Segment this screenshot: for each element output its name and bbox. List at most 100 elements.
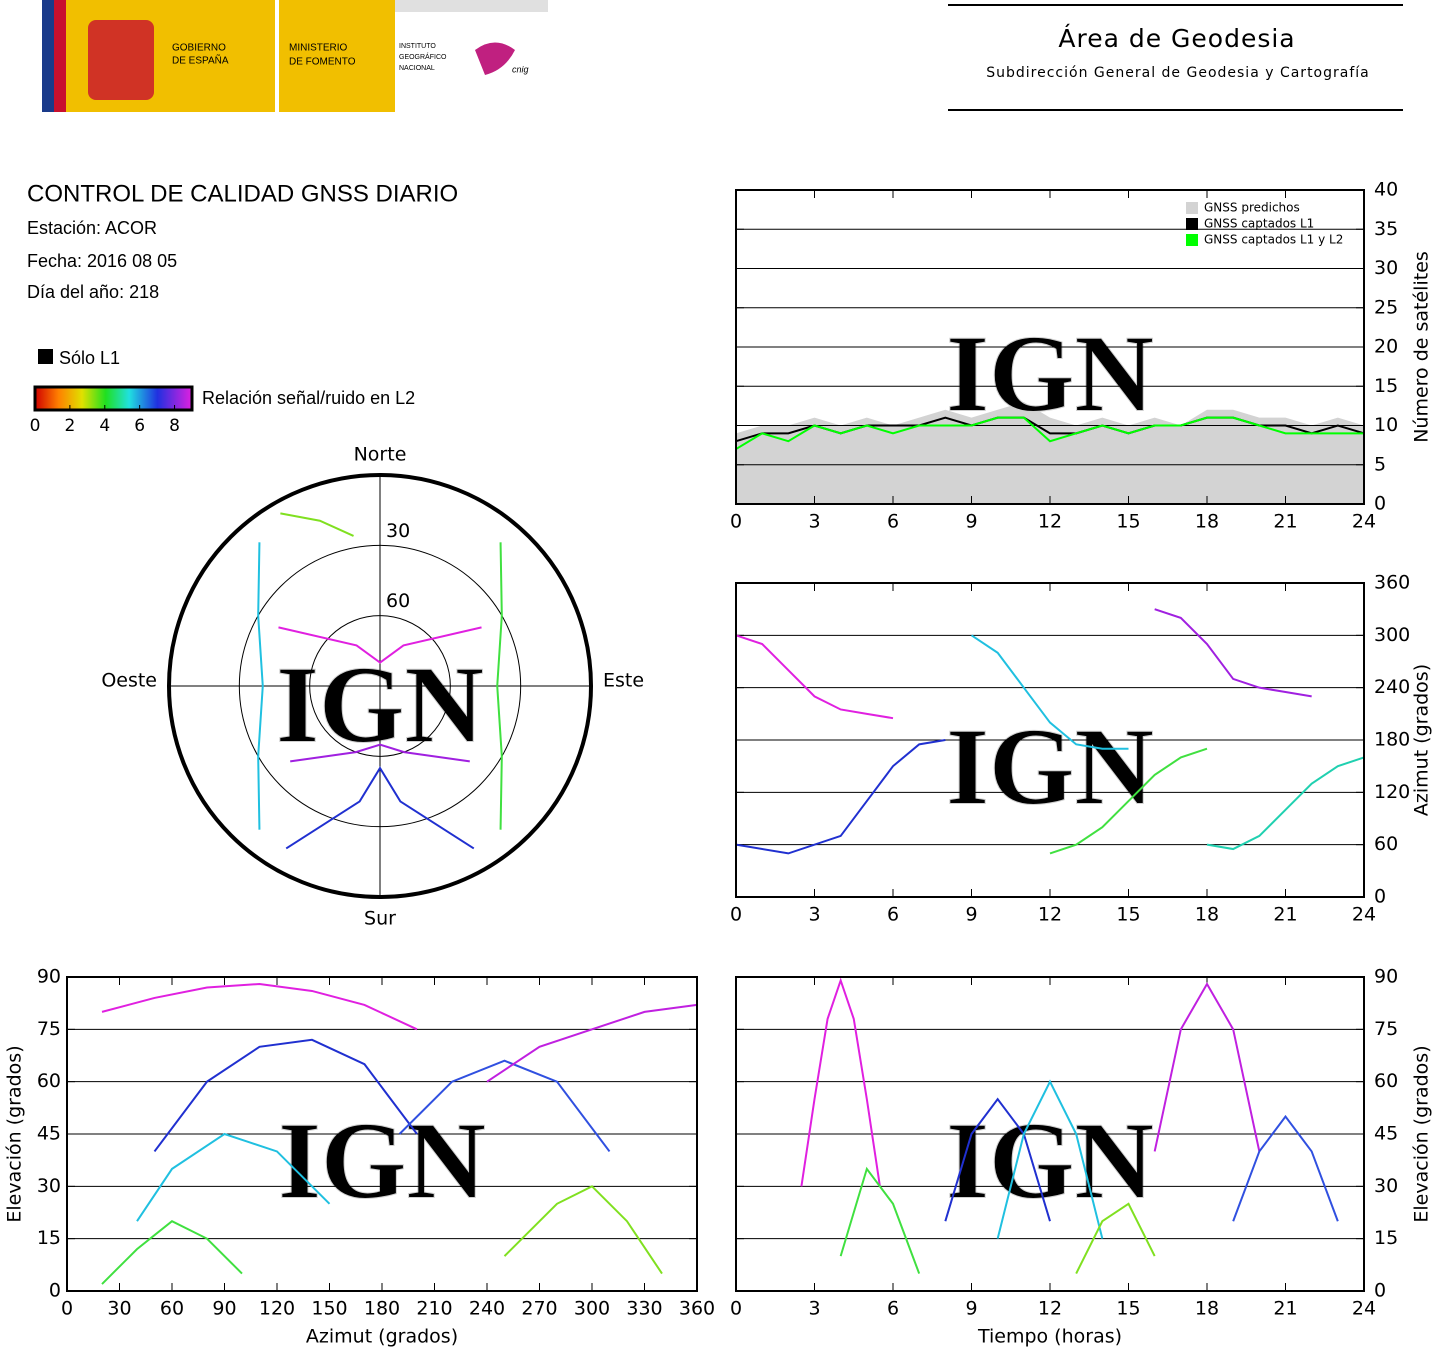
sky-track (280, 512, 354, 537)
x-tick-label: 6 (887, 1298, 899, 1320)
y-tick-label: 35 (1374, 218, 1398, 240)
x-tick-label: 15 (1116, 1298, 1140, 1320)
direction-label: Norte (354, 444, 407, 466)
x-tick-label: 24 (1352, 904, 1376, 926)
y-tick-label: 0 (1374, 1280, 1386, 1302)
area-title: Área de Geodesia (1058, 24, 1295, 53)
y-axis-label: Elevación (grados) (4, 1045, 26, 1222)
y-tick-label: 5 (1374, 453, 1386, 475)
sky-track (496, 542, 503, 830)
x-tick-label: 18 (1195, 511, 1219, 533)
cnig-text: cnig (512, 64, 529, 74)
watermark: IGN (278, 1099, 486, 1221)
x-tick-label: 360 (679, 1298, 715, 1320)
series-line (136, 1132, 331, 1222)
station: Estación: ACOR (27, 218, 157, 238)
institute-text: GEOGRÁFICO (399, 52, 447, 61)
x-tick-label: 270 (521, 1298, 557, 1320)
logo-block: GOBIERNO DE ESPAÑA MINISTERIO DE FOMENTO… (42, 0, 548, 112)
y-tick-label: 15 (1374, 1227, 1398, 1249)
ministry-block (279, 0, 395, 112)
y-tick-label: 90 (1374, 966, 1398, 988)
series-line (735, 739, 946, 855)
y-tick-label: 30 (1374, 257, 1398, 279)
y-tick-label: 25 (1374, 296, 1398, 318)
series-line (1049, 747, 1208, 855)
sky-track (290, 743, 470, 763)
sky-track (278, 626, 482, 664)
y-tick-label: 75 (1374, 1018, 1398, 1040)
bar (395, 0, 548, 12)
snr-colorbar (33, 385, 194, 412)
x-tick-label: 12 (1038, 1298, 1062, 1320)
y-tick-label: 30 (37, 1175, 61, 1197)
series-line (101, 1220, 243, 1285)
x-tick-label: 24 (1352, 511, 1376, 533)
x-tick-label: 18 (1195, 904, 1219, 926)
x-tick-label: 3 (808, 1298, 820, 1320)
y-tick-label: 10 (1374, 414, 1398, 436)
x-tick-label: 0 (730, 1298, 742, 1320)
series-line (996, 1079, 1104, 1239)
y-tick-label: 60 (1374, 1070, 1398, 1092)
y-tick-label: 300 (1374, 624, 1410, 646)
x-tick-label: 21 (1273, 904, 1297, 926)
x-tick-label: 6 (887, 904, 899, 926)
x-tick-label: 0 (61, 1298, 73, 1320)
watermark: IGN (946, 1099, 1154, 1221)
legend-label: GNSS captados L1 (1204, 217, 1314, 231)
series-line (153, 1038, 418, 1153)
y-tick-label: 240 (1374, 676, 1410, 698)
horizon (167, 473, 593, 899)
y-axis-label: Elevación (grados) (1411, 1045, 1433, 1222)
direction-label: Oeste (101, 670, 157, 692)
y-tick-label: 120 (1374, 781, 1410, 803)
x-tick-label: 150 (311, 1298, 347, 1320)
gov-text: GOBIERNO (172, 43, 226, 54)
y-tick-label: 15 (37, 1227, 61, 1249)
x-tick-label: 330 (626, 1298, 662, 1320)
y-tick-label: 0 (1374, 493, 1386, 515)
y-tick-label: 40 (1374, 179, 1398, 201)
plot-frame (735, 189, 1365, 505)
y-tick-label: 360 (1374, 572, 1410, 594)
legend-label: GNSS captados L1 y L2 (1204, 233, 1343, 247)
legend-label: GNSS predichos (1204, 201, 1300, 215)
predicted-area (736, 401, 1364, 504)
series-line (800, 977, 881, 1187)
x-tick-label: 12 (1038, 904, 1062, 926)
watermark: IGN (946, 312, 1154, 434)
x-tick-label: 15 (1116, 511, 1140, 533)
l1-swatch (38, 349, 53, 364)
series-line (503, 1185, 663, 1275)
area-subtitle: Subdirección General de Geodesia y Carto… (986, 65, 1370, 81)
y-tick-label: 75 (37, 1018, 61, 1040)
series-line (1206, 756, 1365, 851)
direction-label: Sur (364, 908, 396, 930)
gov-text: DE ESPAÑA (172, 54, 229, 67)
institute-text: NACIONAL (399, 65, 435, 72)
x-tick-label: 21 (1273, 1298, 1297, 1320)
x-tick-label: 300 (574, 1298, 610, 1320)
y-tick-label: 180 (1374, 729, 1410, 751)
ring-label: 30 (386, 520, 410, 542)
snr-tick-label: 4 (99, 416, 110, 436)
y-axis-label: Azimut (grados) (1411, 664, 1433, 816)
plot-frame (735, 976, 1365, 1292)
y-tick-label: 60 (37, 1070, 61, 1092)
series-line (398, 1059, 611, 1153)
series-line (839, 1166, 921, 1274)
legend-swatch (1186, 218, 1198, 230)
series-line (735, 416, 1364, 450)
series-line (944, 1097, 1051, 1222)
x-axis-label: Azimut (grados) (306, 1326, 458, 1348)
snr-label: Relación señal/ruido en L2 (202, 388, 415, 408)
snr-tick-label: 6 (134, 416, 145, 436)
day-of-year: Día del año: 218 (27, 282, 159, 302)
x-tick-label: 60 (160, 1298, 184, 1320)
ring-label: 60 (386, 590, 410, 612)
sky-track (257, 542, 264, 830)
plot-frame (66, 976, 698, 1292)
legend-swatch (1186, 202, 1198, 214)
